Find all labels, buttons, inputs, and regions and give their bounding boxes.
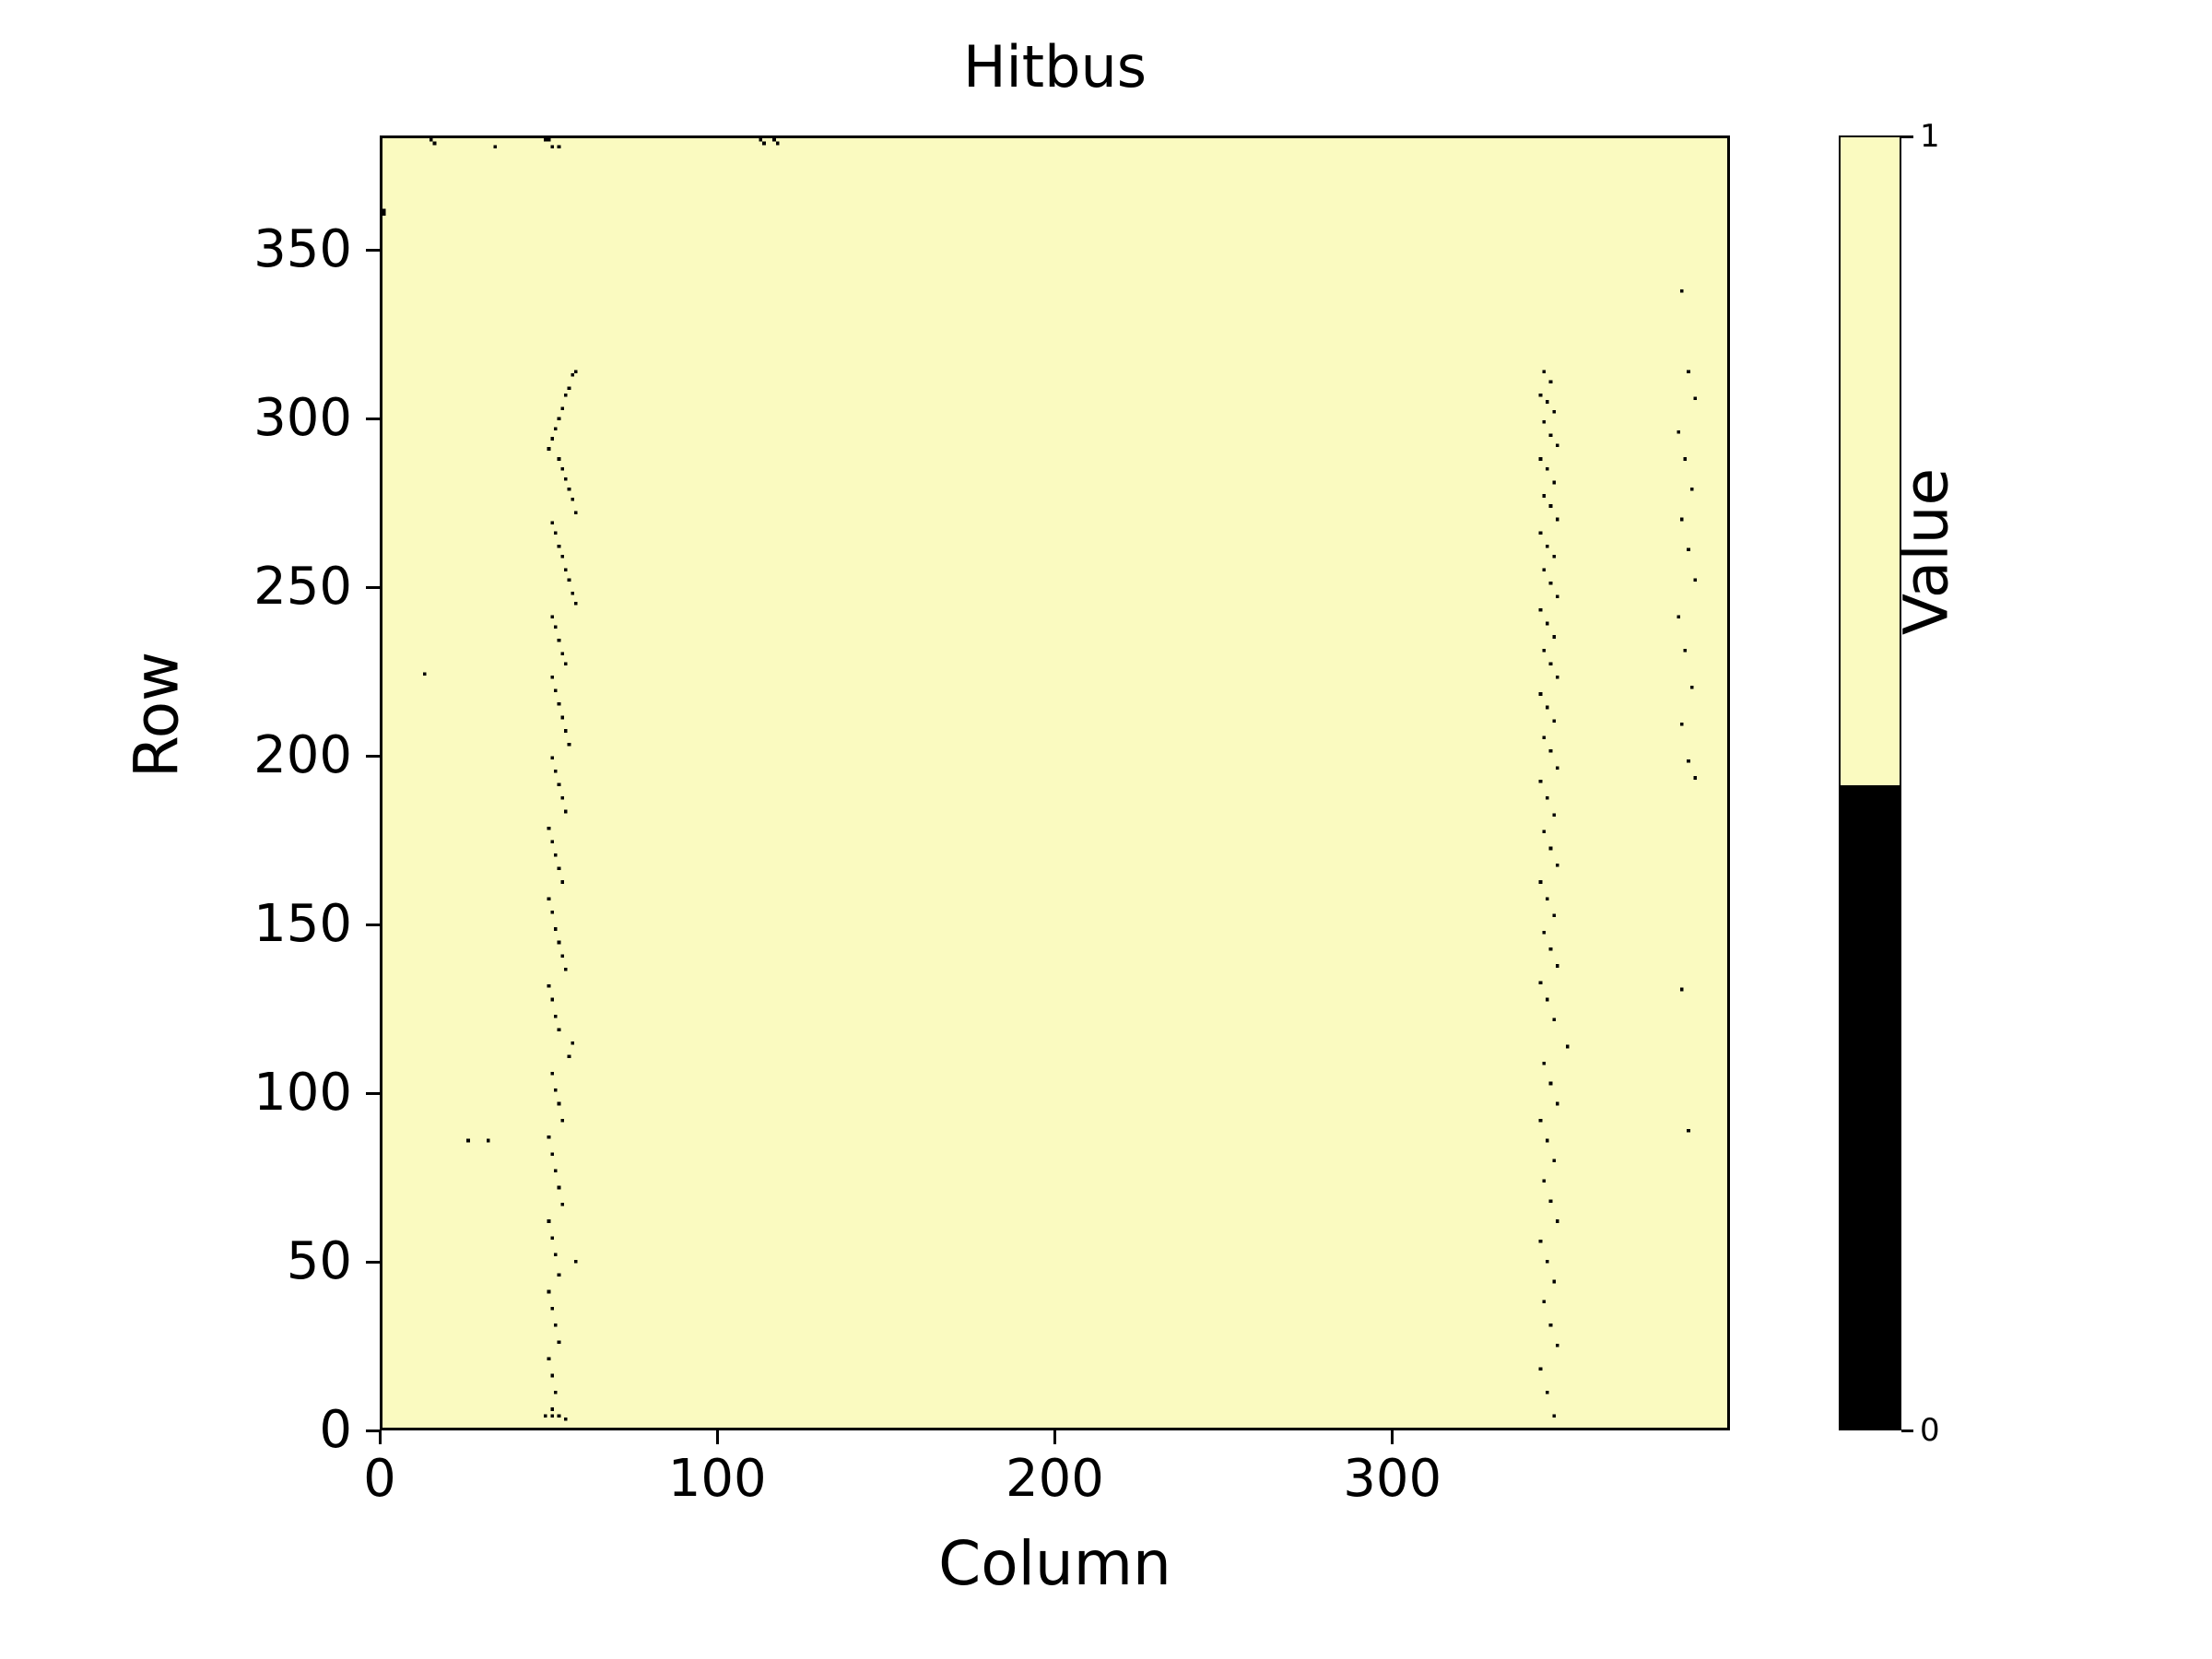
y-tick-mark bbox=[366, 754, 380, 758]
colorbar-tick-mark-bottom bbox=[1901, 1430, 1913, 1432]
x-tick-mark bbox=[1053, 1430, 1056, 1444]
x-tick-label: 200 bbox=[1006, 1449, 1104, 1509]
y-tick-label: 350 bbox=[253, 219, 352, 280]
x-tick-label: 0 bbox=[363, 1449, 396, 1509]
colorbar-tick-label-top: 1 bbox=[1920, 118, 1940, 155]
heatmap-canvas bbox=[382, 138, 1727, 1428]
y-tick-mark bbox=[366, 1260, 380, 1264]
y-tick-label: 50 bbox=[286, 1231, 352, 1292]
heatmap-plot-area bbox=[380, 135, 1730, 1430]
y-tick-mark bbox=[366, 585, 380, 589]
x-tick-mark bbox=[1391, 1430, 1394, 1444]
colorbar-label: Value bbox=[1890, 467, 1962, 636]
colorbar-gradient bbox=[1839, 135, 1901, 1430]
y-tick-mark bbox=[366, 1429, 380, 1432]
y-tick-label: 300 bbox=[253, 388, 352, 449]
colorbar-high-band bbox=[1841, 137, 1900, 786]
x-tick-mark bbox=[715, 1430, 719, 1444]
y-tick-label: 150 bbox=[253, 894, 352, 955]
chart-title: Hitbus bbox=[962, 33, 1147, 100]
y-tick-mark bbox=[366, 417, 380, 420]
y-tick-label: 250 bbox=[253, 557, 352, 618]
x-tick-mark bbox=[378, 1430, 382, 1444]
colorbar-tick-label-bottom: 0 bbox=[1920, 1412, 1940, 1449]
colorbar bbox=[1839, 135, 1901, 1430]
y-tick-label: 100 bbox=[253, 1063, 352, 1124]
y-tick-mark bbox=[366, 248, 380, 252]
y-tick-mark bbox=[366, 923, 380, 926]
colorbar-low-band bbox=[1841, 785, 1900, 1429]
x-tick-label: 100 bbox=[667, 1449, 767, 1509]
y-tick-label: 0 bbox=[319, 1400, 352, 1460]
x-axis-label: Column bbox=[938, 1528, 1171, 1599]
y-axis-label: Row bbox=[121, 651, 193, 779]
y-tick-label: 200 bbox=[253, 725, 352, 786]
colorbar-tick-mark-top bbox=[1901, 135, 1913, 138]
x-tick-label: 300 bbox=[1343, 1449, 1442, 1509]
y-tick-mark bbox=[366, 1091, 380, 1095]
